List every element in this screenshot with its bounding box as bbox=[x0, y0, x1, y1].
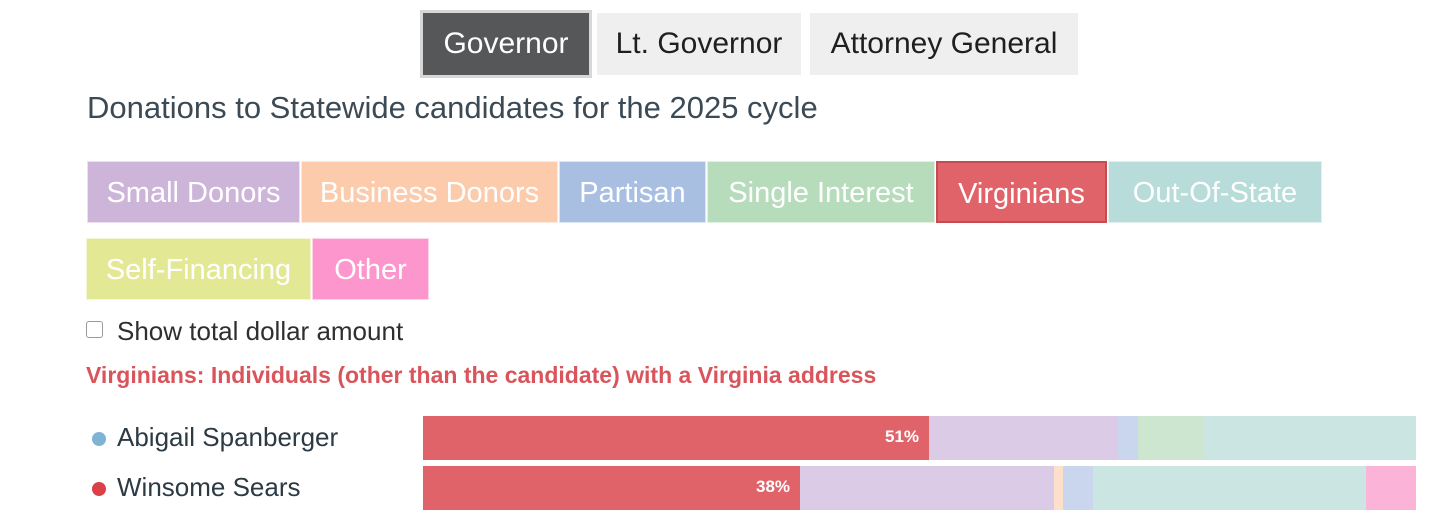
filter-single-interest[interactable]: Single Interest bbox=[707, 161, 935, 223]
filter-out-of-state[interactable]: Out-Of-State bbox=[1108, 161, 1322, 223]
candidate-name: Abigail Spanberger bbox=[117, 422, 339, 452]
bar-value-label: 38% bbox=[756, 477, 791, 496]
bar-segment-partisan[interactable] bbox=[1063, 466, 1093, 510]
show-total-checkbox[interactable] bbox=[86, 321, 103, 338]
filter-small-donors[interactable]: Small Donors bbox=[87, 161, 300, 223]
filter-other[interactable]: Other bbox=[312, 238, 429, 300]
office-tabs: Governor Lt. Governor Attorney General bbox=[0, 10, 1456, 78]
filter-virginians[interactable]: Virginians bbox=[936, 161, 1107, 223]
stacked-bar: 38% bbox=[423, 466, 1416, 510]
category-description: Virginians: Individuals (other than the … bbox=[86, 362, 877, 388]
bar-segment-single-interest[interactable] bbox=[1138, 416, 1203, 460]
filter-self-financing[interactable]: Self-Financing bbox=[86, 238, 311, 300]
page-title: Donations to Statewide candidates for th… bbox=[87, 90, 818, 125]
filter-business-donors[interactable]: Business Donors bbox=[301, 161, 558, 223]
filter-partisan[interactable]: Partisan bbox=[559, 161, 706, 223]
candidate-row: Abigail Spanberger 51% bbox=[0, 416, 1456, 460]
bar-segment-virginians[interactable] bbox=[423, 466, 800, 510]
bar-segment-other[interactable] bbox=[1366, 466, 1416, 510]
candidate-dot bbox=[92, 432, 106, 446]
bar-value-label: 51% bbox=[885, 427, 920, 446]
tab-attorney-general[interactable]: Attorney General bbox=[810, 13, 1078, 75]
bar-segment-out-of-state[interactable] bbox=[1203, 416, 1416, 460]
tab-lt-governor[interactable]: Lt. Governor bbox=[597, 13, 801, 75]
stacked-bar: 51% bbox=[423, 416, 1416, 460]
candidate-row: Winsome Sears 38% bbox=[0, 466, 1456, 510]
bar-segment-partisan[interactable] bbox=[1118, 416, 1138, 460]
candidate-name: Winsome Sears bbox=[117, 472, 301, 502]
bar-segment-small-donors[interactable] bbox=[929, 416, 1118, 460]
candidate-dot bbox=[92, 482, 106, 496]
bar-segment-virginians[interactable] bbox=[423, 416, 929, 460]
show-total-label: Show total dollar amount bbox=[117, 316, 404, 346]
bar-segment-out-of-state[interactable] bbox=[1093, 466, 1366, 510]
tab-governor[interactable]: Governor bbox=[420, 10, 592, 78]
bar-segment-business-donors[interactable] bbox=[1054, 466, 1063, 510]
bar-segment-small-donors[interactable] bbox=[800, 466, 1054, 510]
